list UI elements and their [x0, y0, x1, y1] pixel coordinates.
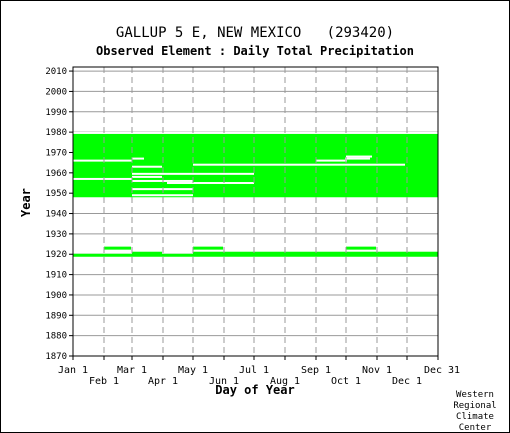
plot-background	[73, 67, 438, 356]
data-segment	[346, 246, 376, 250]
y-tick-label: 1920	[45, 250, 67, 260]
x-tick-label: Feb 1	[89, 376, 119, 387]
missing-segment	[73, 159, 132, 162]
data-segment	[193, 246, 223, 250]
missing-segment	[316, 159, 347, 162]
x-tick-label: Dec 1	[392, 376, 422, 387]
x-tick-label: Apr 1	[148, 376, 178, 387]
plot-frame	[72, 66, 439, 357]
y-tick-label: 1980	[45, 128, 67, 138]
x-tick-label: Sep 1	[301, 365, 331, 376]
y-tick-label: 1960	[45, 169, 67, 179]
credit-line: Regional	[453, 401, 497, 411]
missing-segment	[345, 157, 370, 160]
credit-line: Climate	[456, 412, 494, 422]
x-tick-label: Aug 1	[270, 376, 300, 387]
y-tick-label: 1900	[45, 291, 67, 301]
data-segment	[132, 251, 162, 255]
missing-segment	[73, 131, 438, 134]
data-segment	[104, 246, 131, 250]
y-tick-label: 2010	[45, 67, 67, 77]
x-tick-label: Oct 1	[331, 376, 361, 387]
x-tick-label: Jan 1	[58, 365, 88, 376]
y-tick-label: 1950	[45, 189, 67, 199]
missing-segment	[132, 175, 162, 178]
missing-segment	[193, 163, 405, 166]
missing-segment	[132, 165, 162, 168]
missing-segment	[132, 194, 193, 197]
x-tick-label: Jun 1	[209, 376, 239, 387]
x-tick-label: Dec 31	[424, 365, 460, 376]
y-tick-label: 1890	[45, 311, 67, 321]
y-tick-label: 1930	[45, 230, 67, 240]
data-segment	[193, 251, 438, 255]
x-tick-label: Nov 1	[362, 365, 392, 376]
y-tick-label: 1970	[45, 148, 67, 158]
missing-segment	[73, 177, 132, 180]
missing-segment	[346, 155, 372, 158]
x-tick-label: May 1	[178, 365, 208, 376]
chart-subtitle: Observed Element : Daily Total Precipita…	[96, 44, 414, 58]
credit-text: Western Regional Climate Center	[445, 390, 505, 433]
y-tick-label: 1940	[45, 210, 67, 220]
chart-title: GALLUP 5 E, NEW MEXICO (293420)	[115, 25, 395, 41]
credit-line: Center	[458, 423, 492, 433]
y-tick-label: 1880	[45, 332, 67, 342]
x-tick-label: Jul 1	[239, 365, 269, 376]
y-tick-label: 1910	[45, 271, 67, 281]
data-year-strip	[73, 253, 438, 257]
y-tick-label: 2000	[45, 87, 67, 97]
y-tick-label: 1990	[45, 108, 67, 118]
y-axis-label: Year	[19, 188, 33, 217]
credit-line: Western	[456, 390, 494, 400]
x-axis-label: Day of Year	[215, 383, 295, 397]
x-tick-label: Mar 1	[117, 365, 147, 376]
missing-segment	[132, 172, 254, 175]
missing-segment	[167, 182, 254, 185]
missing-segment	[132, 157, 144, 160]
y-tick-label: 1870	[45, 352, 67, 362]
